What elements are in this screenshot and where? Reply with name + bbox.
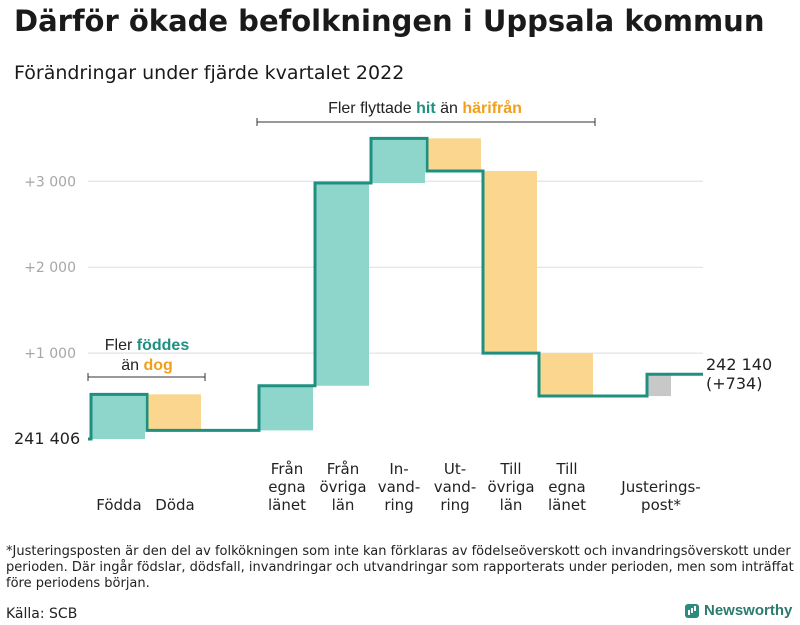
category-label: Från övriga län xyxy=(319,460,366,514)
y-tick-label: +3 000 xyxy=(24,174,76,190)
bar-adjust xyxy=(647,374,671,397)
newsworthy-icon xyxy=(685,603,699,618)
brand-name: Newsworthy xyxy=(704,602,793,619)
annotation-moved: Fler flyttade hit än härifrån xyxy=(328,99,522,117)
chart-title: Därför ökade befolkningen i Uppsala komm… xyxy=(14,4,765,38)
end-change-label: (+734) xyxy=(706,374,762,393)
brand-logo: Newsworthy xyxy=(685,602,792,619)
category-label: Födda xyxy=(96,496,142,514)
category-label: Döda xyxy=(155,496,194,514)
bar-loss xyxy=(483,170,537,354)
start-value-label: 241 406 xyxy=(14,429,80,448)
bar-gain xyxy=(315,183,369,386)
category-label: Till övriga län xyxy=(487,460,534,514)
waterfall-chart: +1 000 +2 000 +3 000 241 406 242 140(+734) Fö… xyxy=(14,99,772,514)
bar-loss xyxy=(147,394,201,431)
end-value-label: 242 140 xyxy=(706,355,772,374)
bar-loss xyxy=(427,138,481,171)
bar-loss xyxy=(539,353,593,397)
y-tick-label: +2 000 xyxy=(24,260,76,276)
annotation-born-bracket xyxy=(87,373,206,381)
bar-gain xyxy=(371,138,425,184)
category-label: In-vand-ring xyxy=(378,460,421,514)
chart-subtitle: Förändringar under fjärde kvartalet 2022 xyxy=(14,62,405,84)
annotation-born-line1: Fler föddes xyxy=(105,337,190,354)
cumulative-line xyxy=(88,136,703,441)
source: Källa: SCB xyxy=(6,606,78,622)
bar-gain xyxy=(259,385,313,431)
bar-gain xyxy=(91,394,145,439)
footnote: *Justeringsposten är den del av folkökni… xyxy=(6,544,794,591)
category-label: Till egna länet xyxy=(548,460,586,514)
category-label: Från egna länet xyxy=(268,460,306,514)
annotation-born-line2: än dog xyxy=(121,357,173,374)
annotation-moved-bracket xyxy=(256,118,596,126)
category-label: Justerings-post* xyxy=(620,478,700,514)
y-tick-label: +1 000 xyxy=(24,346,76,362)
category-label: Ut-vand-ring xyxy=(434,460,477,514)
